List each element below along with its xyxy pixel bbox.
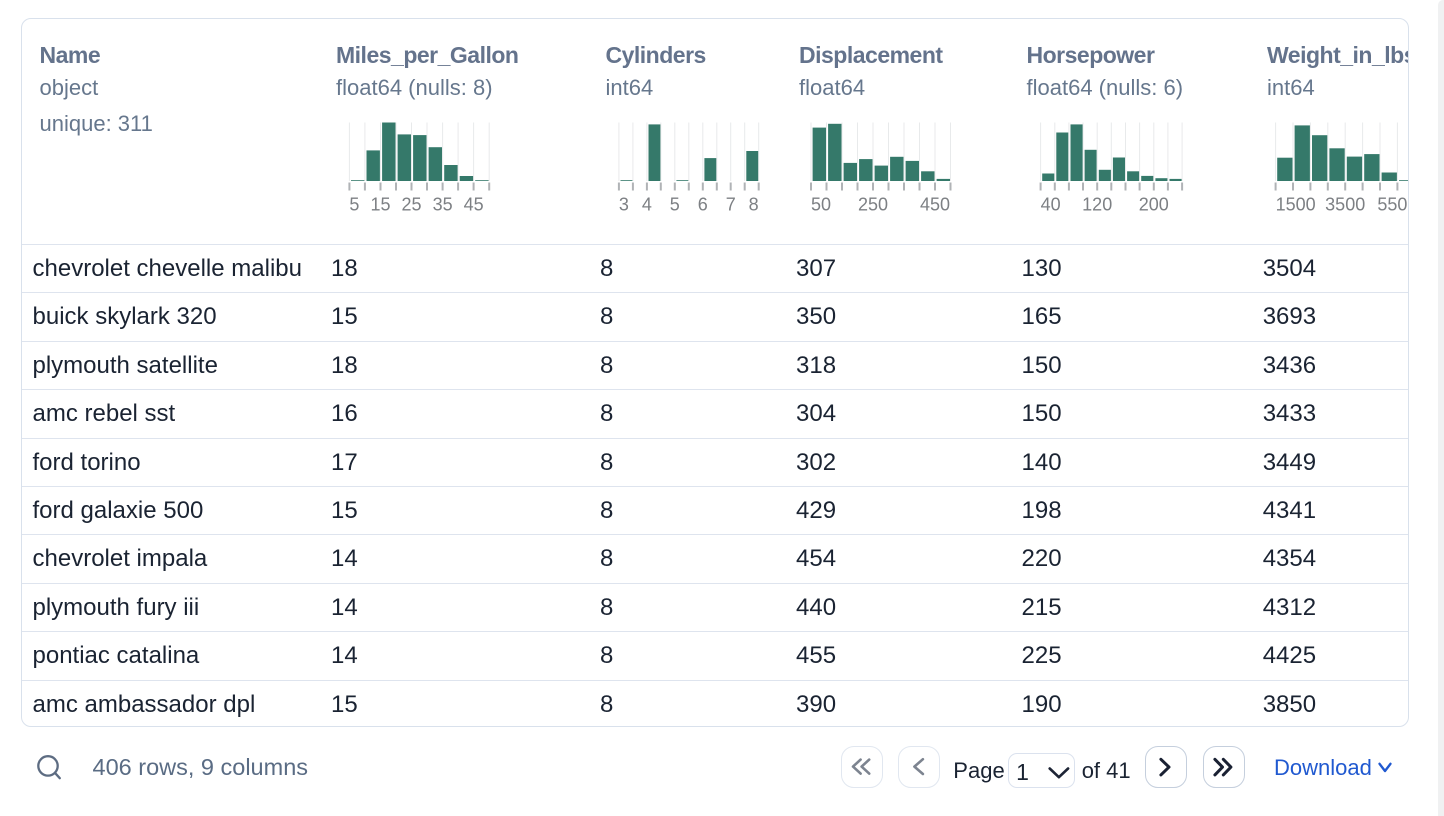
svg-text:5500: 5500 bbox=[1377, 195, 1409, 215]
svg-text:250: 250 bbox=[858, 195, 888, 215]
svg-text:15: 15 bbox=[370, 195, 390, 215]
svg-text:450: 450 bbox=[920, 195, 950, 215]
svg-text:1500: 1500 bbox=[1276, 195, 1316, 215]
svg-text:3500: 3500 bbox=[1325, 195, 1365, 215]
svg-text:200: 200 bbox=[1139, 195, 1169, 215]
svg-text:7: 7 bbox=[726, 195, 736, 215]
svg-text:50: 50 bbox=[811, 195, 831, 215]
svg-text:4: 4 bbox=[642, 195, 652, 215]
svg-text:5: 5 bbox=[670, 195, 680, 215]
svg-text:3: 3 bbox=[619, 195, 629, 215]
svg-text:6: 6 bbox=[698, 195, 708, 215]
svg-text:25: 25 bbox=[401, 195, 421, 215]
svg-text:120: 120 bbox=[1082, 195, 1112, 215]
svg-text:8: 8 bbox=[749, 195, 759, 215]
svg-text:35: 35 bbox=[433, 195, 453, 215]
svg-text:40: 40 bbox=[1041, 195, 1061, 215]
svg-text:45: 45 bbox=[464, 195, 484, 215]
svg-text:5: 5 bbox=[349, 195, 359, 215]
